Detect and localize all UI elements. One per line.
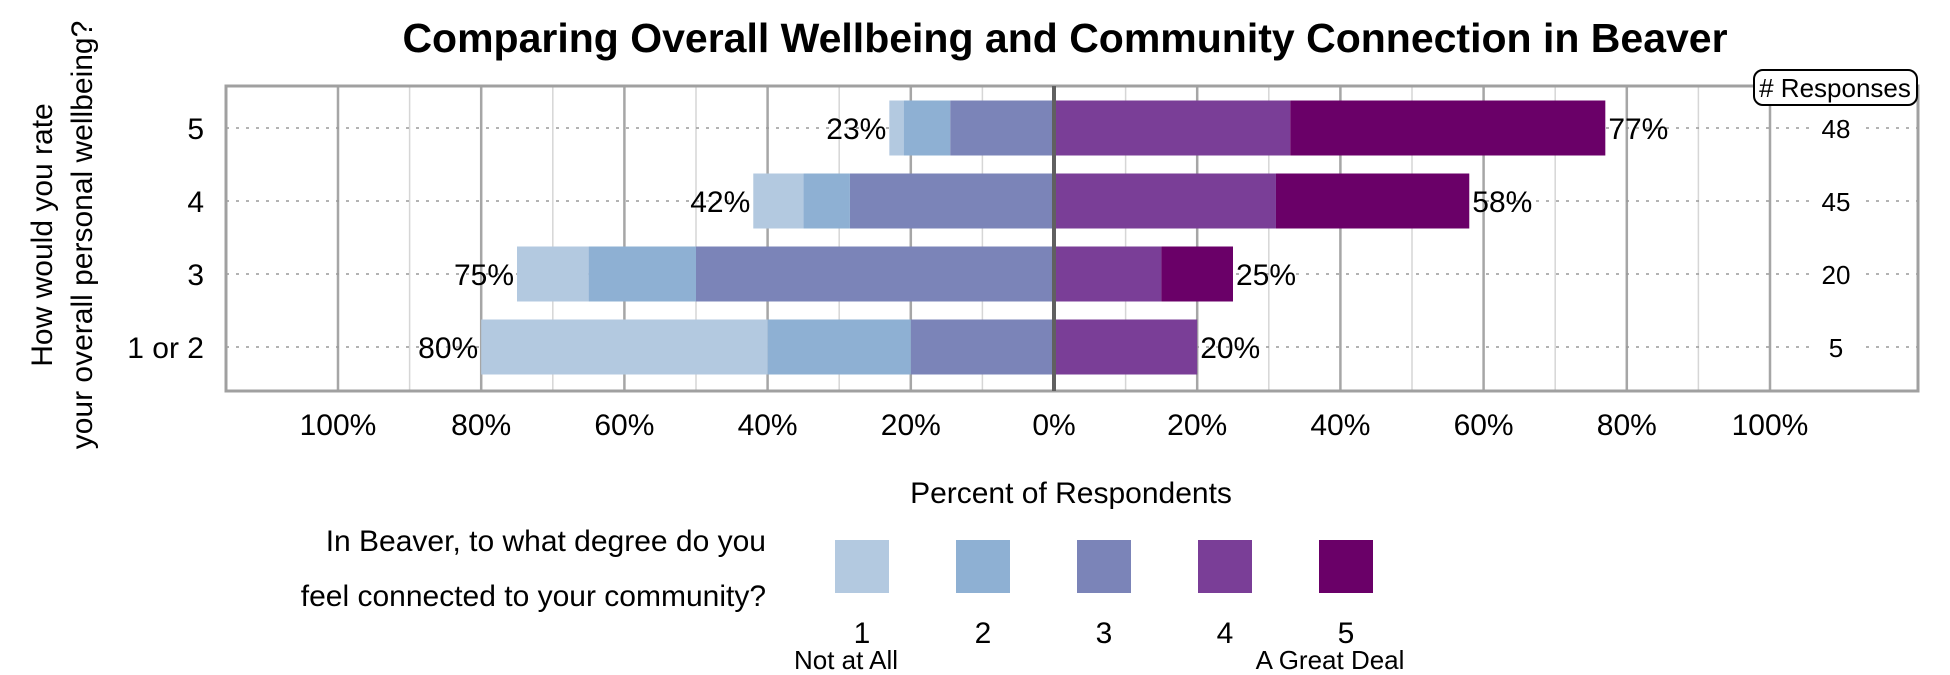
responses-value: 20 — [1822, 260, 1851, 290]
bar-segment-2 — [767, 319, 911, 375]
negative-total-label: 75% — [454, 259, 514, 292]
x-tick-label: 60% — [1454, 409, 1514, 442]
x-tick-label: 40% — [1310, 409, 1370, 442]
y-category-label: 3 — [187, 259, 204, 292]
legend-low-label: Not at All — [794, 645, 898, 675]
bar-segment-1 — [753, 173, 804, 229]
legend-swatch-4 — [1198, 540, 1252, 593]
legend-entry-label: 3 — [1096, 617, 1113, 650]
positive-total-label: 20% — [1200, 332, 1260, 365]
bar-segment-3 — [950, 100, 1054, 156]
responses-value-bg — [1812, 256, 1860, 292]
x-axis-label: Percent of Respondents — [910, 477, 1232, 510]
x-tick-label: 20% — [881, 409, 941, 442]
positive-total-label: 25% — [1236, 259, 1296, 292]
bar-segment-1 — [517, 246, 589, 302]
x-tick-label: 40% — [738, 409, 798, 442]
bars — [481, 100, 1606, 375]
x-tick-label: 20% — [1167, 409, 1227, 442]
y-category-label: 5 — [187, 113, 204, 146]
x-tick-label: 0% — [1032, 409, 1075, 442]
x-tick-label: 60% — [594, 409, 654, 442]
legend: In Beaver, to what degree do you feel co… — [301, 525, 1405, 675]
bar-segment-2 — [803, 173, 850, 229]
legend-swatch-2 — [956, 540, 1010, 593]
legend-title-line1: In Beaver, to what degree do you — [326, 525, 766, 558]
y-axis-label-line1: How would you rate — [26, 103, 59, 366]
legend-entry-label: 5 — [1338, 617, 1355, 650]
bar-segment-3 — [696, 246, 1054, 302]
y-axis-label-line2: your overall personal wellbeing? — [66, 21, 99, 450]
bar-segment-4 — [1054, 319, 1198, 375]
y-axis-categories: 5 4 3 1 or 2 — [127, 113, 204, 365]
positive-total-label: 58% — [1472, 186, 1532, 219]
responses-value: 45 — [1822, 187, 1851, 217]
bar-segment-4 — [1054, 173, 1276, 229]
responses-header: # Responses — [1759, 73, 1911, 103]
y-category-label: 1 or 2 — [127, 332, 204, 365]
legend-swatch-1 — [835, 540, 889, 593]
x-tick-label: 100% — [300, 409, 377, 442]
responses-value: 5 — [1829, 333, 1843, 363]
bar-segment-4 — [1054, 100, 1291, 156]
positive-total-label: 77% — [1608, 113, 1668, 146]
x-tick-label: 80% — [451, 409, 511, 442]
y-category-label: 4 — [187, 186, 204, 219]
negative-total-label: 80% — [418, 332, 478, 365]
responses-value-bg — [1812, 183, 1860, 219]
bar-segment-5 — [1275, 173, 1470, 229]
legend-entry-label: 4 — [1217, 617, 1234, 650]
responses-column: # Responses 48 45 20 5 — [1753, 69, 1918, 365]
bar-segment-3 — [849, 173, 1054, 229]
plot-frame — [224, 84, 1920, 393]
x-tick-label: 100% — [1732, 409, 1809, 442]
legend-swatch-5 — [1319, 540, 1373, 593]
legend-entry-label: 1 — [854, 617, 871, 650]
chart-title: Comparing Overall Wellbeing and Communit… — [402, 15, 1727, 61]
bar-segment-1 — [481, 319, 768, 375]
responses-value: 48 — [1822, 114, 1851, 144]
bar-segment-1 — [889, 100, 904, 156]
bar-segment-4 — [1054, 246, 1162, 302]
negative-total-label: 42% — [690, 186, 750, 219]
bar-segment-3 — [910, 319, 1054, 375]
responses-value-bg — [1812, 329, 1860, 365]
x-axis-ticks: 100% 80% 60% 40% 20% 0% 20% 40% 60% 80% 100% — [300, 409, 1809, 442]
legend-high-label: A Great Deal — [1256, 645, 1405, 675]
negative-total-label: 23% — [826, 113, 886, 146]
legend-entry-label: 2 — [975, 617, 992, 650]
bar-segment-2 — [903, 100, 951, 156]
bar-segment-2 — [588, 246, 696, 302]
responses-header-box — [1753, 69, 1918, 106]
data-labels: 23% 77% 42% 58% 75% 25% 80% 20% — [418, 113, 1668, 365]
bar-segment-5 — [1290, 100, 1606, 156]
responses-value-bg — [1812, 110, 1860, 146]
bar-segment-5 — [1161, 246, 1233, 302]
legend-title-line2: feel connected to your community? — [301, 580, 766, 613]
legend-swatch-3 — [1077, 540, 1131, 593]
x-tick-label: 80% — [1597, 409, 1657, 442]
